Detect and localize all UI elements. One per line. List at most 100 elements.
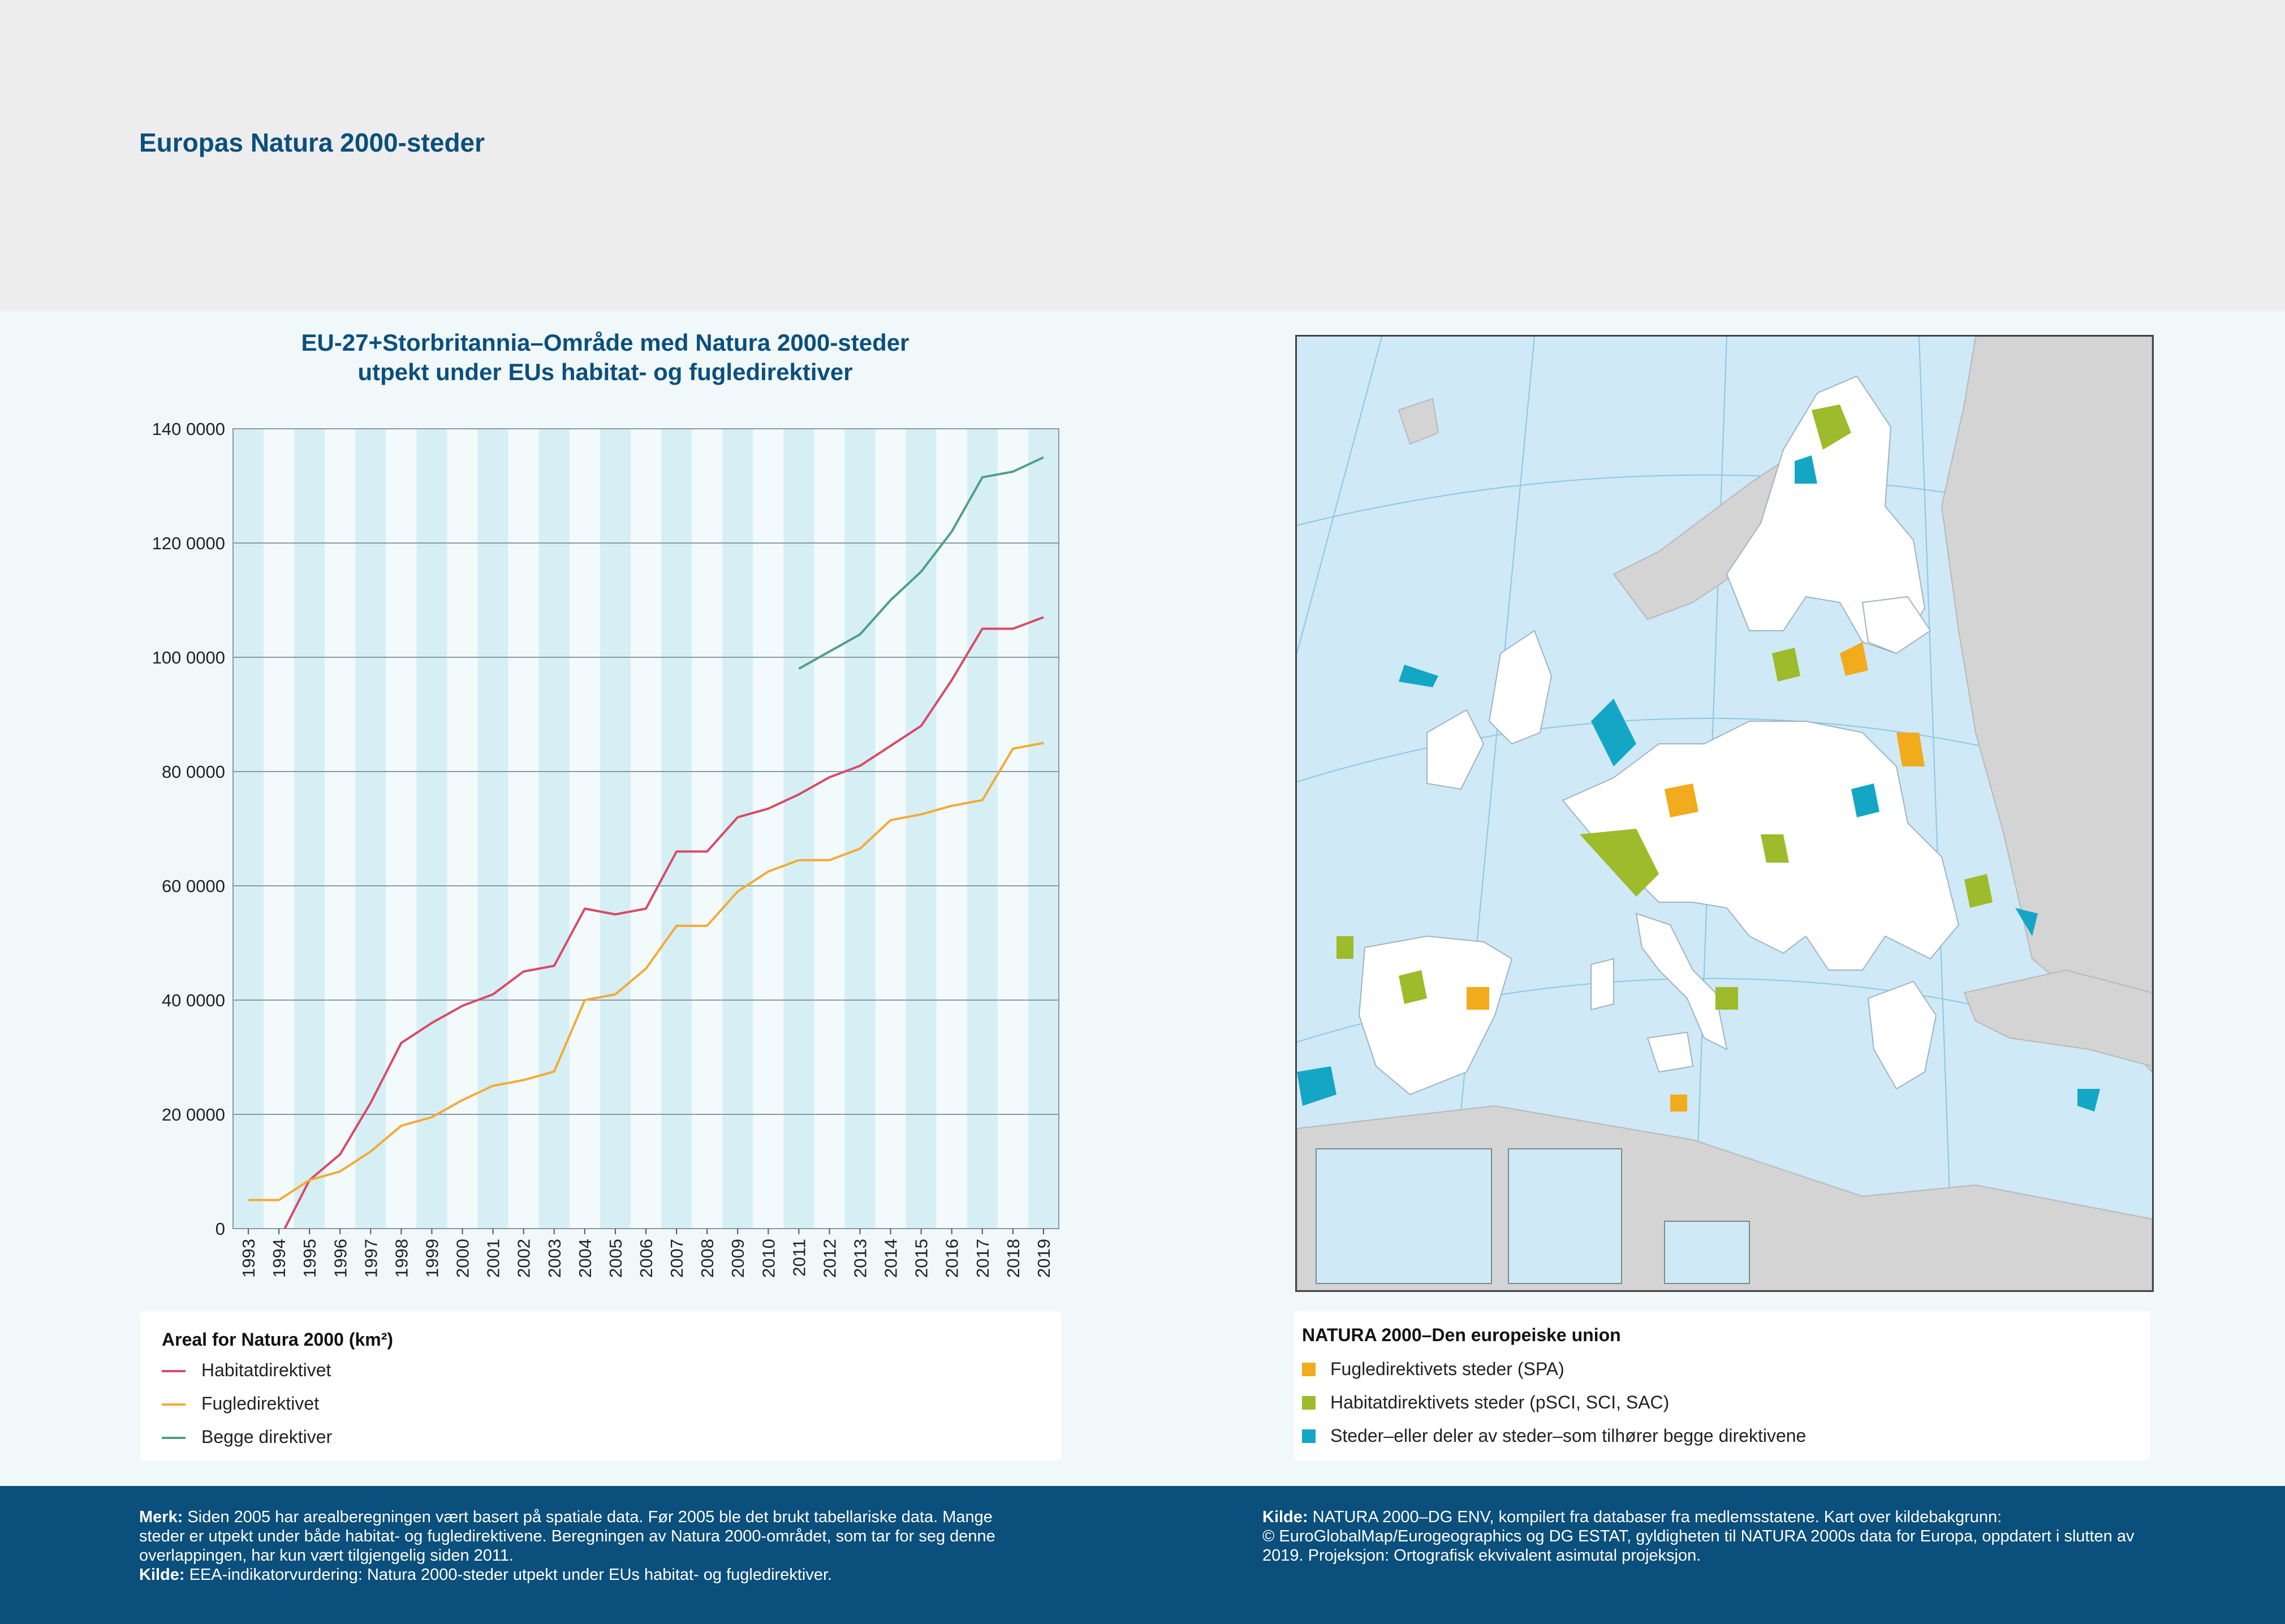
year-band <box>447 429 478 1229</box>
x-tick-label: 2016 <box>942 1239 962 1278</box>
footer-source1: Kilde: EEA-indikatorvurdering: Natura 20… <box>139 1566 833 1584</box>
map-graphic <box>1297 337 2152 1290</box>
y-tick-label: 140 0000 <box>152 419 225 439</box>
year-band <box>936 429 967 1229</box>
chart-title: EU-27+Storbritannia–Område med Natura 20… <box>170 328 1041 387</box>
y-tick-label: 80 0000 <box>162 762 225 782</box>
legend-label-both: Begge direktiver <box>201 1427 333 1447</box>
year-band <box>538 429 570 1229</box>
year-band <box>814 429 845 1229</box>
footer-note-label: Merk: <box>139 1508 183 1526</box>
x-tick-label: 2014 <box>881 1239 901 1278</box>
chart-title-line2: utpekt under EUs habitat- og fugledirekt… <box>357 359 853 385</box>
x-tick-label: 2008 <box>697 1239 717 1278</box>
year-band <box>997 429 1028 1229</box>
x-tick-label: 2004 <box>575 1239 595 1278</box>
y-tick-label: 20 0000 <box>162 1105 225 1125</box>
year-band <box>844 429 876 1229</box>
x-tick-label: 2015 <box>912 1239 932 1278</box>
year-band <box>264 429 295 1229</box>
x-tick-label: 2002 <box>514 1239 534 1278</box>
year-band <box>416 429 447 1229</box>
x-tick-label: 1996 <box>330 1239 350 1278</box>
map-legend-swatch-both <box>1302 1429 1316 1443</box>
year-band <box>233 429 264 1229</box>
x-tick-label: 1993 <box>239 1239 258 1278</box>
y-tick-label: 60 0000 <box>162 876 225 896</box>
map-legend-label-sci: Habitatdirektivets steder (pSCI, SCI, SA… <box>1330 1392 1670 1412</box>
footer-note-line3: overlappingen, har kun vært tilgjengelig… <box>139 1547 514 1565</box>
y-tick-label: 0 <box>215 1219 225 1239</box>
map-legend-label-spa: Fugledirektivets steder (SPA) <box>1330 1359 1564 1379</box>
year-band <box>600 429 631 1229</box>
year-band <box>569 429 600 1229</box>
y-tick-label: 40 0000 <box>162 990 225 1010</box>
year-band <box>783 429 814 1229</box>
footer-source2-label: Kilde: <box>1262 1508 1308 1526</box>
year-band <box>508 429 539 1229</box>
year-band <box>294 429 325 1229</box>
map-legend-swatch-sci <box>1302 1396 1316 1410</box>
series-line-0 <box>283 616 1044 1229</box>
year-band <box>355 429 386 1229</box>
map-legend-swatch-spa <box>1302 1363 1316 1376</box>
map-legend-label-both: Steder–eller deler av steder–som tilhøre… <box>1330 1425 1807 1446</box>
x-tick-label: 1999 <box>422 1239 442 1278</box>
x-tick-label: 1994 <box>269 1239 289 1278</box>
footer-source1-label: Kilde: <box>139 1566 185 1584</box>
footer: Merk: Siden 2005 har arealberegningen væ… <box>0 1486 2285 1624</box>
europe-map <box>1295 335 2154 1292</box>
legend-swatch-habitat <box>162 1370 186 1372</box>
x-tick-label: 2005 <box>606 1239 626 1278</box>
page-title: Europas Natura 2000-steder <box>139 128 485 157</box>
year-band <box>477 429 508 1229</box>
legend-swatch-both <box>162 1437 186 1439</box>
year-band <box>692 429 723 1229</box>
y-tick-label: 120 0000 <box>152 533 225 553</box>
footer-notes: Merk: Siden 2005 har arealberegningen væ… <box>139 1507 1101 1584</box>
legend-label-bird: Fugledirektivet <box>201 1393 320 1414</box>
x-tick-label: 2006 <box>636 1239 656 1278</box>
header-band: Europas Natura 2000-steder <box>0 0 2285 311</box>
year-band <box>386 429 417 1229</box>
x-tick-label: 2010 <box>758 1239 778 1278</box>
x-tick-label: 2012 <box>820 1239 839 1278</box>
footer-source2-line1: Kilde: NATURA 2000–DG ENV, kompilert fra… <box>1262 1508 2002 1526</box>
year-band <box>1028 429 1059 1229</box>
map-eu-land <box>1358 375 1960 1096</box>
footer-source2: Kilde: NATURA 2000–DG ENV, kompilert fra… <box>1262 1507 2224 1565</box>
legend-label-habitat: Habitatdirektivet <box>201 1360 331 1380</box>
legend-swatch-bird <box>162 1403 186 1406</box>
x-tick-label: 2001 <box>484 1239 503 1278</box>
y-tick-label: 100 0000 <box>152 648 225 667</box>
year-band <box>906 429 937 1229</box>
footer-source2-line3: 2019. Projeksjon: Ortografisk ekvivalent… <box>1262 1547 1701 1565</box>
chart-legend: Areal for Natura 2000 (km²) Habitatdirek… <box>140 1311 1061 1461</box>
year-band <box>967 429 998 1229</box>
map-legend-title: NATURA 2000–Den europeiske union <box>1302 1325 1621 1345</box>
x-tick-label: 2013 <box>851 1239 870 1278</box>
x-tick-label: 1995 <box>300 1239 320 1278</box>
map-legend: NATURA 2000–Den europeiske union Fugledi… <box>1294 1311 2150 1461</box>
x-tick-label: 2009 <box>728 1239 748 1278</box>
map-insets <box>1316 1148 1750 1284</box>
map-natura-sites <box>1297 404 2100 1112</box>
chart-legend-title: Areal for Natura 2000 (km²) <box>162 1329 394 1350</box>
series-line-1 <box>248 742 1044 1201</box>
x-tick-label: 2011 <box>789 1239 809 1277</box>
x-tick-label: 1997 <box>361 1239 381 1278</box>
year-band <box>630 429 662 1229</box>
footer-source2-line2: © EuroGlobalMap/Eurogeographics og DG ES… <box>1262 1527 2135 1545</box>
x-tick-label: 2017 <box>973 1239 993 1278</box>
series-line-2 <box>798 456 1044 670</box>
footer-note-line2: steder er utpekt under både habitat- og … <box>139 1527 995 1545</box>
x-tick-label: 2000 <box>453 1239 473 1278</box>
x-tick-label: 2018 <box>1003 1239 1023 1278</box>
x-tick-label: 2019 <box>1034 1239 1054 1278</box>
x-tick-label: 2003 <box>545 1239 564 1278</box>
line-chart: 0 20 0000 40 0000 60 0000 80 0000 100 0000 120… <box>152 419 1059 1278</box>
year-band <box>661 429 692 1229</box>
x-tick-label: 2007 <box>667 1239 687 1278</box>
year-band <box>753 429 784 1229</box>
footer-note-line1: Merk: Siden 2005 har arealberegningen væ… <box>139 1508 993 1526</box>
